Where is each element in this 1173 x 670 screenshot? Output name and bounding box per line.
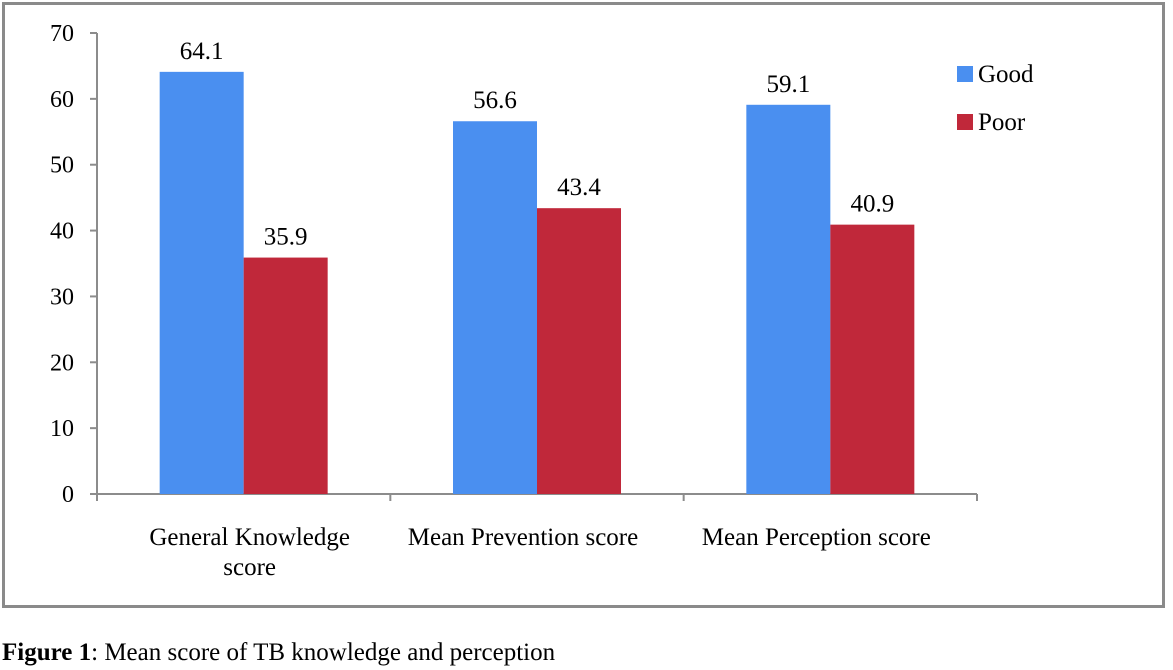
legend-label-poor: Poor — [978, 109, 1026, 136]
y-tick-label: 10 — [50, 416, 74, 442]
bar-poor-2 — [537, 208, 621, 494]
y-tick-label: 0 — [62, 482, 74, 508]
data-label: 56.6 — [473, 87, 517, 114]
bar-chart: 0 10 20 30 40 50 60 70 64.1 56.6 59.1 35.9 43.4 40.9 G… — [50, 21, 1034, 581]
x-category-label: Mean Perception score — [702, 524, 931, 551]
bar-good-2 — [453, 121, 537, 495]
data-label: 43.4 — [557, 174, 601, 201]
legend-swatch-good — [957, 66, 973, 82]
data-label: 40.9 — [850, 191, 894, 218]
bar-good-3 — [746, 104, 831, 494]
data-label: 59.1 — [766, 71, 810, 98]
data-label: 35.9 — [264, 224, 308, 251]
caption-text: : Mean score of TB knowledge and percept… — [91, 639, 556, 666]
legend-swatch-poor — [957, 114, 973, 130]
data-label: 64.1 — [180, 38, 224, 65]
y-tick-label: 70 — [50, 21, 74, 47]
bar-good-1 — [159, 71, 244, 494]
bar-poor-1 — [243, 257, 328, 494]
legend-label-good: Good — [978, 61, 1034, 88]
y-tick-label: 50 — [50, 153, 74, 179]
x-category-label: General Knowledge score — [149, 524, 350, 581]
caption-label: Figure 1 — [2, 639, 92, 666]
y-tick-label: 60 — [50, 87, 74, 113]
y-tick-label: 30 — [50, 284, 74, 310]
y-tick-label: 40 — [50, 219, 74, 245]
figure-caption: Figure 1: Mean score of TB knowledge and… — [2, 638, 555, 668]
x-category-label: Mean Prevention score — [408, 524, 638, 551]
bar-poor-3 — [830, 224, 915, 494]
y-tick-label: 20 — [50, 350, 74, 376]
